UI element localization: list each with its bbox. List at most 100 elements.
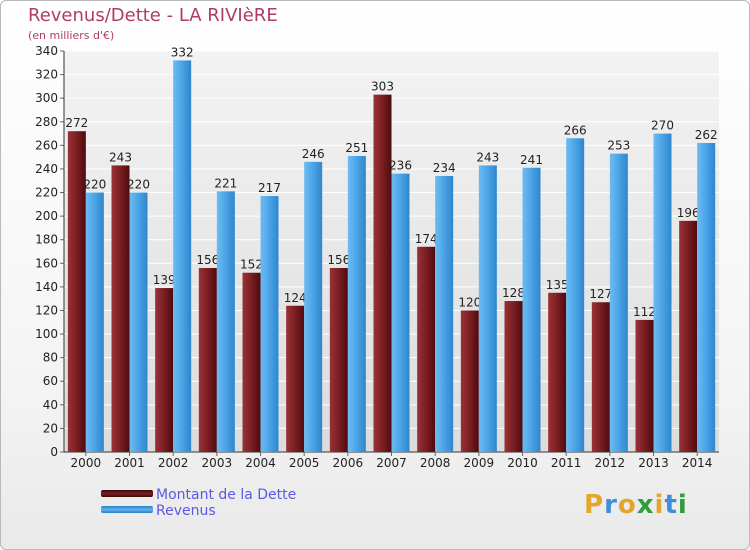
y-tick-label: 280 [35,115,58,129]
bar-revenus [566,138,585,452]
bar-revenus [697,142,716,452]
data-label-revenus: 234 [433,161,456,175]
data-label-dette: 303 [371,80,394,94]
data-label-revenus: 270 [651,119,674,133]
data-label-revenus: 221 [214,176,237,190]
bar-dette [67,131,86,452]
bar-revenus [260,196,279,452]
data-label-dette: 196 [677,206,700,220]
legend-label-revenus: Revenus [156,503,216,519]
bar-dette [679,220,698,452]
bar-revenus [216,191,235,452]
x-tick-label: 2012 [595,456,626,470]
x-tick-label: 2001 [114,456,145,470]
x-tick-label: 2007 [376,456,407,470]
y-tick-label: 140 [35,280,58,294]
bar-revenus [609,153,628,452]
data-label-dette: 156 [327,253,350,267]
x-tick-label: 2013 [638,456,669,470]
data-label-dette: 124 [284,291,307,305]
data-label-dette: 243 [109,150,132,164]
bar-dette [417,246,436,452]
data-label-dette: 174 [415,232,438,246]
chart-subtitle: (en milliers d'€) [28,29,115,42]
data-label-revenus: 251 [345,141,368,155]
x-tick-label: 2002 [158,456,189,470]
bar-dette [286,305,305,452]
y-tick-label: 260 [35,138,58,152]
data-label-revenus: 332 [171,45,194,59]
legend-label-dette: Montant de la Dette [156,487,297,503]
bar-dette [111,165,130,452]
x-tick-label: 2004 [245,456,276,470]
bar-dette [548,292,567,452]
bar-revenus [478,165,497,452]
y-tick-label: 120 [35,303,58,317]
y-tick-label: 240 [35,162,58,176]
logo-letter: i [654,490,665,520]
bar-dette [635,319,654,452]
bar-revenus [653,133,672,452]
y-tick-label: 100 [35,327,58,341]
x-tick-label: 2008 [420,456,451,470]
x-tick-label: 2011 [551,456,582,470]
bar-revenus [129,192,148,452]
data-label-dette: 120 [458,295,481,309]
bar-dette [198,268,217,452]
x-tick-label: 2009 [464,456,495,470]
data-label-revenus: 243 [476,150,499,164]
y-tick-label: 0 [50,445,58,459]
bar-dette [504,301,523,452]
bar-revenus [347,155,366,452]
x-tick-label: 2003 [202,456,233,470]
bar-revenus [85,192,104,452]
data-label-dette: 139 [153,273,176,287]
y-tick-label: 180 [35,233,58,247]
data-label-revenus: 220 [127,178,150,192]
logo-letter: i [677,490,688,520]
bar-dette [329,268,348,452]
y-tick-label: 200 [35,209,58,223]
logo-letter: t [664,490,678,520]
logo-letter: P [584,490,605,520]
data-label-dette: 127 [589,287,612,301]
data-label-dette: 112 [633,305,656,319]
y-tick-label: 40 [43,398,58,412]
chart-title: Revenus/Dette - LA RIVIèRE [28,5,278,26]
y-tick-label: 340 [35,44,58,58]
y-tick-label: 300 [35,91,58,105]
logo-letter: r [604,490,618,520]
bar-dette [591,302,610,452]
bar-revenus [391,173,410,453]
data-label-dette: 135 [546,278,569,292]
logo-letter: x [636,490,655,520]
proxiti-logo: Proxiti [584,490,688,520]
data-label-revenus: 241 [520,153,543,167]
data-label-revenus: 246 [302,147,325,161]
data-label-dette: 156 [196,253,219,267]
bar-dette [242,272,261,452]
y-tick-label: 20 [43,421,58,435]
y-tick-label: 160 [35,256,58,270]
x-tick-label: 2006 [333,456,364,470]
bar-revenus [435,176,454,453]
y-tick-label: 220 [35,186,58,200]
data-label-dette: 152 [240,258,263,272]
bar-revenus [173,60,192,452]
y-tick-label: 60 [43,374,58,388]
bar-dette [460,310,479,452]
data-label-revenus: 262 [695,128,718,142]
x-tick-label: 2014 [682,456,713,470]
legend-swatch-dette [101,490,153,497]
bar-revenus [522,167,541,452]
y-tick-label: 80 [43,351,58,365]
bar-revenus [304,161,323,453]
data-label-dette: 272 [65,116,88,130]
x-tick-label: 2005 [289,456,320,470]
legend-swatch-revenus [101,506,153,513]
y-tick-label: 320 [35,68,58,82]
data-label-dette: 128 [502,286,525,300]
data-label-revenus: 266 [564,123,587,137]
